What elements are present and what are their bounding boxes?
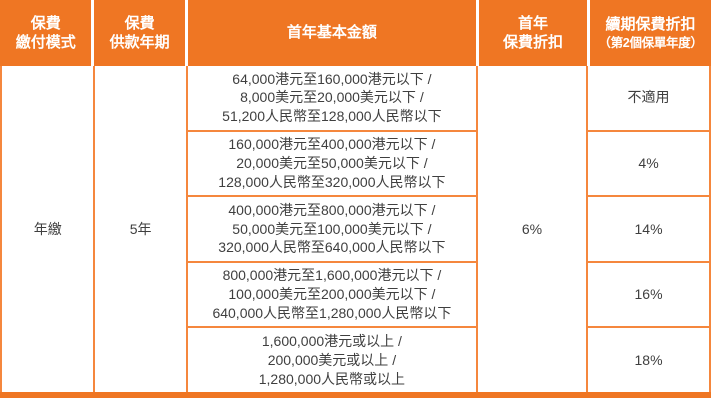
cell-renewal-discount-1: 不適用 — [588, 66, 709, 130]
amount-band-5-rmb: 1,280,000人民幣或以上 — [258, 370, 406, 387]
header-cell-first-year-discount: 首年 保費折扣 — [478, 0, 588, 66]
header-payment-mode-line2: 繳付模式 — [15, 34, 76, 51]
header-payment-term-line2: 供款年期 — [109, 34, 170, 51]
header-renewal-discount-line2: （第2個保單年度） — [598, 35, 703, 50]
cell-payment-term: 5年 — [95, 66, 186, 392]
renewal-discount-1-value: 不適用 — [627, 89, 670, 106]
payment-mode-value: 年繳 — [33, 220, 62, 237]
header-cell-payment-mode: 保費 繳付模式 — [0, 0, 92, 66]
amount-band-2-hkd: 160,000港元至400,000港元以下 / — [228, 136, 436, 153]
renewal-discount-3-value: 14% — [634, 220, 663, 237]
amount-band-1-usd: 8,000美元至20,000美元以下 / — [240, 89, 424, 106]
header-first-year-amount-label: 首年基本金額 — [286, 24, 377, 42]
header-first-year-discount-line2: 保費折扣 — [502, 34, 563, 51]
header-cell-renewal-discount: 續期保費折扣 （第2個保單年度） — [590, 0, 711, 66]
amount-band-3-rmb: 320,000人民幣至640,000人民幣以下 — [218, 239, 446, 256]
amount-band-3-hkd: 400,000港元至800,000港元以下 / — [228, 201, 436, 218]
cell-amount-band-1: 64,000港元至160,000港元以下 / 8,000美元至20,000美元以… — [187, 66, 476, 130]
header-payment-term-line1: 保費 — [124, 14, 155, 32]
amount-band-5-hkd: 1,600,000港元或以上 / — [261, 333, 402, 350]
header-cell-first-year-amount: 首年基本金額 — [187, 0, 476, 66]
table-header-row: 保費 繳付模式 保費 供款年期 首年基本金額 首年 保費折扣 續期保費折扣 （第… — [0, 0, 711, 66]
amount-band-4-usd: 100,000美元至200,000美元以下 / — [228, 286, 436, 303]
cell-first-year-discount: 6% — [477, 66, 587, 392]
header-payment-mode-line1: 保費 — [30, 14, 61, 32]
amount-band-2-usd: 20,000美元至50,000美元以下 / — [236, 155, 428, 172]
header-cell-payment-term: 保費 供款年期 — [94, 0, 185, 66]
amount-band-3-usd: 50,000美元至100,000美元以下 / — [232, 220, 432, 237]
cell-amount-band-3: 400,000港元至800,000港元以下 / 50,000美元至100,000… — [187, 197, 476, 261]
header-first-year-discount-line1: 首年 — [517, 14, 548, 32]
table-bottom-border — [0, 392, 711, 398]
table-bottom-padding — [0, 398, 711, 400]
cell-amount-band-4: 800,000港元至1,600,000港元以下 / 100,000美元至200,… — [187, 262, 476, 327]
amount-band-1-hkd: 64,000港元至160,000港元以下 / — [232, 70, 432, 87]
cell-renewal-discount-2: 4% — [588, 131, 709, 196]
header-renewal-discount-line1: 續期保費折扣 — [605, 16, 696, 34]
payment-term-value: 5年 — [129, 220, 152, 237]
cell-payment-mode: 年繳 — [2, 66, 94, 392]
cell-amount-band-2: 160,000港元至400,000港元以下 / 20,000美元至50,000美… — [187, 131, 476, 196]
amount-band-4-hkd: 800,000港元至1,600,000港元以下 / — [222, 267, 442, 284]
amount-band-2-rmb: 128,000人民幣至320,000人民幣以下 — [218, 173, 446, 190]
cell-renewal-discount-3: 14% — [588, 197, 709, 261]
cell-amount-band-5: 1,600,000港元或以上 / 200,000美元或以上 / 1,280,00… — [187, 328, 476, 392]
first-year-discount-value: 6% — [521, 220, 543, 237]
renewal-discount-4-value: 16% — [634, 286, 663, 303]
amount-band-4-rmb: 640,000人民幣至1,280,000人民幣以下 — [212, 304, 452, 321]
amount-band-5-usd: 200,000美元或以上 / — [267, 351, 397, 368]
renewal-discount-5-value: 18% — [634, 351, 663, 368]
cell-renewal-discount-5: 18% — [588, 328, 709, 392]
table-body: 年繳 5年 6% 64,000港元至160,000港元以下 / 8,000美元至… — [0, 66, 711, 392]
amount-band-1-rmb: 51,200人民幣至128,000人民幣以下 — [222, 108, 442, 125]
cell-renewal-discount-4: 16% — [588, 262, 709, 327]
renewal-discount-2-value: 4% — [638, 155, 659, 172]
